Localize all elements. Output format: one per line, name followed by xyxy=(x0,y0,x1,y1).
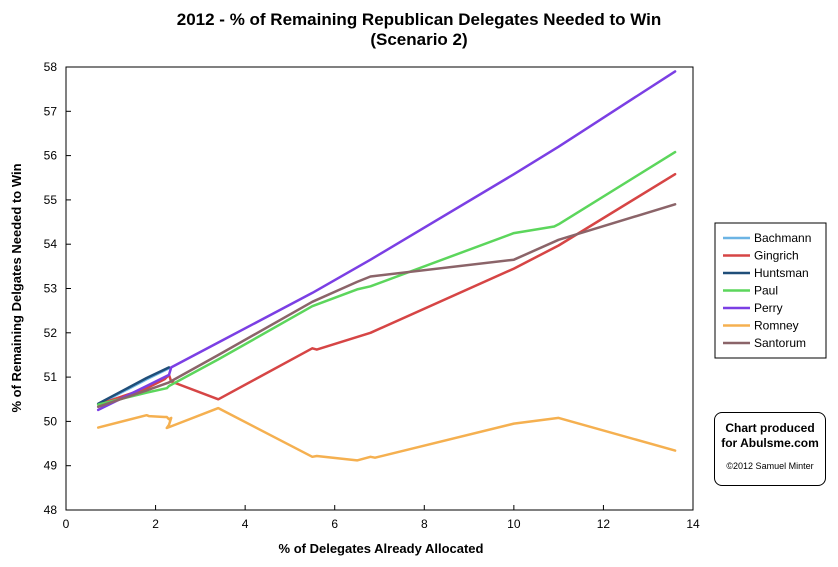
series-lines xyxy=(96,70,677,462)
credit-line-2: for Abulsme.com xyxy=(721,436,819,450)
series-line-santorum xyxy=(96,203,677,409)
x-tick-label: 14 xyxy=(686,517,700,531)
y-tick-label: 49 xyxy=(44,459,58,473)
legend-label-bachmann: Bachmann xyxy=(754,231,811,245)
x-axis-label: % of Delegates Already Allocated xyxy=(279,541,484,556)
y-tick-label: 55 xyxy=(44,193,58,207)
y-axis-label: % of Remaining Delgates Needed to Win xyxy=(9,163,24,412)
chart-subtitle: (Scenario 2) xyxy=(370,30,467,49)
legend-label-romney: Romney xyxy=(754,319,799,333)
x-tick-label: 0 xyxy=(63,517,70,531)
credit-box: Chart produced for Abulsme.com ©2012 Sam… xyxy=(714,412,826,486)
legend-label-gingrich: Gingrich xyxy=(754,249,799,263)
series-line-paul xyxy=(96,150,677,406)
legend-label-perry: Perry xyxy=(754,301,783,315)
y-tick-label: 54 xyxy=(44,237,58,251)
credit-copyright: ©2012 Samuel Minter xyxy=(726,461,814,471)
series-line-perry xyxy=(96,70,677,412)
y-tick-label: 52 xyxy=(44,326,58,340)
x-tick-label: 2 xyxy=(152,517,159,531)
x-tick-label: 12 xyxy=(597,517,611,531)
legend-label-paul: Paul xyxy=(754,284,778,298)
y-tick-label: 56 xyxy=(44,149,58,163)
legend: Bachmann Gingrich Huntsman Paul Perry Romney S… xyxy=(723,231,811,350)
plot-area xyxy=(65,66,694,511)
y-tick-label: 58 xyxy=(44,60,58,74)
series-line-gingrich xyxy=(96,172,677,406)
x-tick-label: 4 xyxy=(242,517,249,531)
y-tick-label: 57 xyxy=(44,104,58,118)
axis-ticks: 0 2 4 6 8 10 12 14 48 49 50 51 52 53 54 55 56 57 58 xyxy=(44,60,700,531)
legend-label-huntsman: Huntsman xyxy=(754,266,809,280)
series-line-huntsman xyxy=(96,366,171,405)
y-tick-label: 48 xyxy=(44,503,58,517)
x-tick-label: 8 xyxy=(421,517,428,531)
chart-title: 2012 - % of Remaining Republican Delegat… xyxy=(177,10,661,29)
legend-label-santorum: Santorum xyxy=(754,336,806,350)
x-tick-label: 10 xyxy=(507,517,521,531)
y-tick-label: 50 xyxy=(44,414,58,428)
series-line-romney xyxy=(96,406,677,462)
y-tick-label: 51 xyxy=(44,370,58,384)
y-tick-label: 53 xyxy=(44,282,58,296)
credit-line-1: Chart produced xyxy=(725,421,815,435)
x-tick-label: 6 xyxy=(331,517,338,531)
